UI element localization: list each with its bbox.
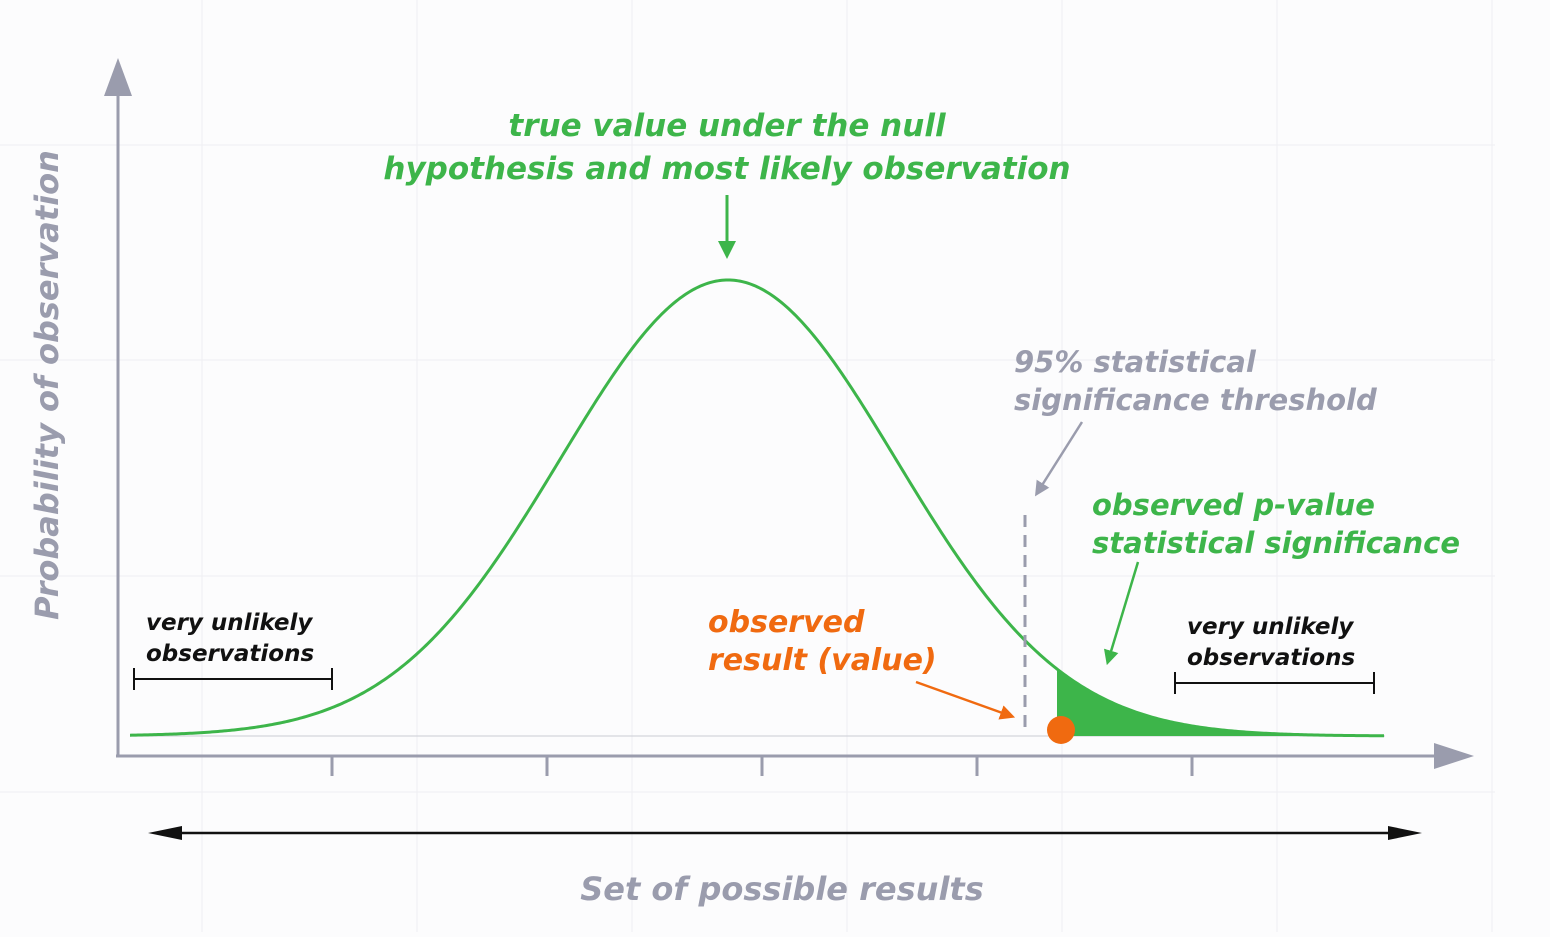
y-axis-arrowhead — [104, 58, 132, 96]
threshold-annotation-line2: significance threshold — [1014, 383, 1377, 417]
pvalue-annotation-line1: observed p-value — [1092, 488, 1375, 522]
peak-annotation-line2: hypothesis and most likely observation — [383, 151, 1070, 187]
observed-annotation-line1: observed — [708, 605, 865, 640]
right-tail-annotation-line2: observations — [1187, 645, 1355, 671]
results-range-arrowhead-right — [1388, 826, 1422, 840]
x-axis-arrowhead — [1434, 743, 1474, 769]
x-axis-label: Set of possible results — [580, 870, 984, 908]
right-tail-bracket — [1174, 672, 1375, 694]
observed-result-point — [1047, 716, 1075, 744]
results-range-arrowhead-left — [148, 826, 182, 840]
y-axis-label: Probability of observation — [28, 150, 66, 620]
peak-annotation-line1: true value under the null — [508, 108, 946, 144]
background-grid — [0, 0, 1495, 932]
pvalue-annotation-arrow — [1103, 561, 1140, 666]
left-tail-annotation-line2: observations — [146, 641, 314, 667]
pvalue-annotation-line2: statistical significance — [1092, 526, 1460, 560]
x-axis-ticks — [330, 756, 1194, 776]
observed-annotation-arrow — [915, 680, 1016, 720]
threshold-annotation-line1: 95% statistical — [1014, 345, 1257, 379]
left-tail-bracket — [133, 668, 333, 690]
null-distribution-curve — [129, 278, 1385, 738]
p-value-shaded-region — [1057, 668, 1384, 736]
threshold-annotation-arrow — [1034, 421, 1084, 497]
observed-annotation-line2: result (value) — [708, 643, 937, 678]
right-tail-annotation-line1: very unlikely — [1187, 614, 1354, 640]
left-tail-annotation-line1: very unlikely — [146, 610, 313, 636]
